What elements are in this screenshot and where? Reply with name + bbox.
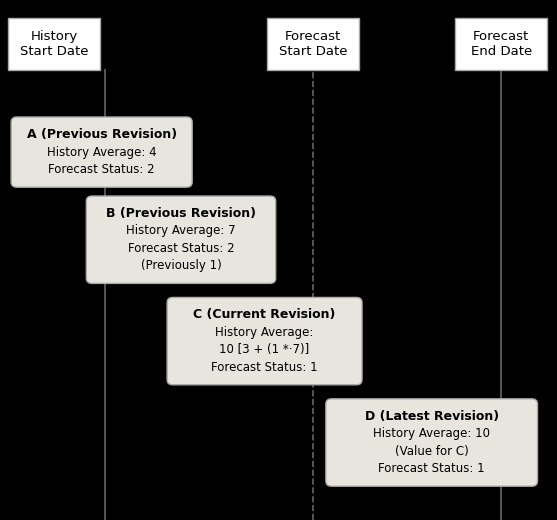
Text: (Previously 1): (Previously 1) — [141, 259, 221, 272]
Text: History
Start Date: History Start Date — [20, 30, 88, 58]
Text: 10 [3 + (1 *·7)]: 10 [3 + (1 *·7)] — [219, 343, 310, 356]
Text: (Value for C): (Value for C) — [395, 445, 468, 458]
FancyBboxPatch shape — [326, 399, 538, 486]
Text: History Average: 4: History Average: 4 — [47, 146, 157, 159]
FancyBboxPatch shape — [86, 196, 276, 283]
FancyBboxPatch shape — [8, 18, 100, 70]
Text: Forecast Status: 2: Forecast Status: 2 — [128, 242, 234, 255]
Text: B (Previous Revision): B (Previous Revision) — [106, 207, 256, 220]
Text: A (Previous Revision): A (Previous Revision) — [27, 128, 177, 141]
Text: Forecast
Start Date: Forecast Start Date — [279, 30, 347, 58]
Text: C (Current Revision): C (Current Revision) — [193, 308, 336, 321]
Text: D (Latest Revision): D (Latest Revision) — [365, 410, 499, 423]
Text: Forecast Status: 1: Forecast Status: 1 — [378, 462, 485, 475]
FancyBboxPatch shape — [167, 297, 362, 385]
Text: History Average:: History Average: — [216, 326, 314, 339]
Text: Forecast Status: 2: Forecast Status: 2 — [48, 163, 155, 176]
FancyBboxPatch shape — [11, 117, 192, 187]
Text: Forecast
End Date: Forecast End Date — [471, 30, 532, 58]
Text: History Average: 10: History Average: 10 — [373, 427, 490, 440]
FancyBboxPatch shape — [267, 18, 359, 70]
Text: History Average: 7: History Average: 7 — [126, 225, 236, 238]
FancyBboxPatch shape — [456, 18, 548, 70]
Text: Forecast Status: 1: Forecast Status: 1 — [211, 361, 318, 374]
